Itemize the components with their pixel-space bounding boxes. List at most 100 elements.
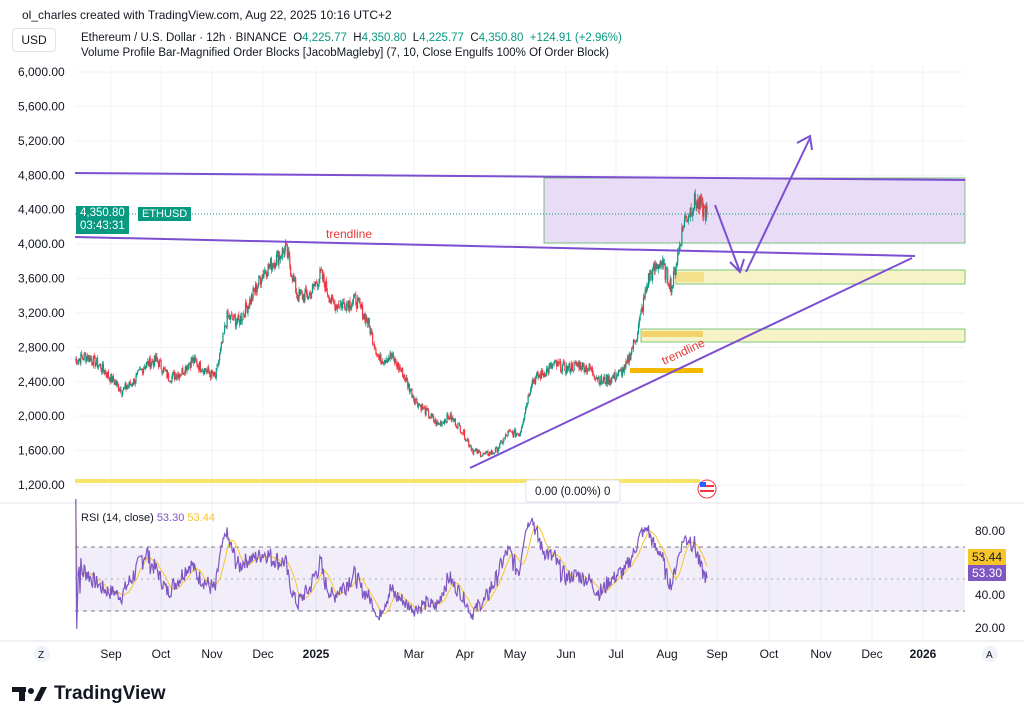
candle — [392, 351, 394, 359]
currency-button[interactable]: USD — [12, 28, 56, 52]
candle — [379, 351, 381, 362]
candle — [198, 361, 201, 373]
auto-scale-button-bg[interactable] — [982, 646, 998, 662]
candle — [244, 314, 246, 319]
up-arrow[interactable] — [745, 137, 811, 273]
candle — [289, 252, 291, 270]
horizontal-resistance-line[interactable] — [74, 172, 966, 181]
candle — [205, 367, 207, 375]
candle — [586, 368, 589, 375]
candle — [454, 417, 456, 427]
candle — [330, 298, 332, 305]
candle — [687, 219, 689, 223]
candle — [96, 355, 99, 370]
candle — [506, 435, 508, 438]
candle — [537, 370, 539, 381]
candle — [556, 360, 558, 367]
candle — [495, 445, 497, 449]
candle — [367, 317, 370, 328]
candle — [168, 372, 170, 382]
indicator-legend[interactable]: Volume Profile Bar-Magnified Order Block… — [81, 47, 609, 59]
candle — [236, 317, 238, 326]
candle — [80, 351, 82, 367]
candle — [248, 303, 250, 310]
candle — [144, 365, 146, 371]
candle — [608, 374, 610, 386]
candle — [489, 451, 492, 455]
candle — [466, 437, 468, 442]
candle — [386, 356, 388, 363]
candle — [543, 370, 545, 378]
candle — [86, 353, 89, 362]
candle — [199, 360, 201, 374]
candle — [583, 362, 585, 373]
candle — [264, 266, 266, 274]
candle — [339, 299, 341, 310]
candle — [97, 364, 100, 370]
candle — [554, 359, 556, 365]
upper-trendline[interactable] — [74, 236, 916, 257]
candle — [249, 297, 252, 306]
candle — [392, 351, 395, 361]
candle — [310, 292, 313, 299]
candle — [183, 370, 186, 377]
candle — [112, 376, 114, 384]
candle — [351, 302, 353, 311]
candle — [408, 383, 410, 395]
candle — [577, 360, 579, 368]
candle — [693, 207, 695, 216]
candle — [162, 370, 164, 376]
candle — [184, 364, 186, 376]
candle — [100, 362, 102, 373]
auto-zoom-button[interactable]: Z — [38, 650, 44, 661]
down-arrow[interactable] — [714, 204, 741, 273]
order-block-zone[interactable] — [675, 269, 966, 285]
candle — [402, 367, 404, 378]
candle — [569, 361, 571, 374]
candle — [151, 358, 153, 367]
candle — [671, 285, 673, 296]
auto-scale-button[interactable]: A — [986, 650, 993, 661]
candle — [256, 285, 258, 296]
candle — [520, 426, 523, 433]
candle — [374, 344, 376, 350]
us-flag-icon[interactable] — [697, 479, 717, 499]
resistance-zone[interactable] — [543, 177, 966, 244]
candle — [275, 250, 278, 267]
candle — [574, 361, 576, 364]
candle — [446, 412, 448, 424]
candle — [609, 379, 611, 387]
candle — [299, 289, 301, 296]
candle — [310, 290, 312, 300]
candle — [135, 372, 137, 385]
candle — [234, 313, 236, 319]
x-tick-label: Sep — [100, 647, 122, 661]
tradingview-logo[interactable]: TradingView — [12, 683, 166, 705]
candle — [295, 287, 298, 299]
candle — [222, 332, 224, 344]
candle — [627, 354, 630, 365]
log-scale-button-bg[interactable] — [34, 646, 50, 662]
candle — [134, 379, 136, 387]
y-tick-label: 1,200.00 — [18, 478, 65, 492]
candle — [632, 338, 635, 352]
candle — [164, 366, 166, 372]
candle — [683, 214, 686, 229]
candle — [680, 243, 682, 247]
candle — [626, 360, 628, 364]
candle — [218, 359, 220, 368]
candle — [682, 225, 684, 233]
symbol-name: Ethereum / U.S. Dollar · 12h · BINANCE — [81, 32, 287, 44]
rsi-legend[interactable]: RSI (14, close) 53.30 53.44 — [81, 512, 215, 524]
candle — [613, 371, 615, 380]
candle — [229, 312, 231, 320]
candle — [607, 373, 609, 385]
lower-trendline[interactable] — [469, 257, 913, 469]
candle — [234, 313, 237, 331]
y-tick-label: 1,600.00 — [18, 444, 65, 458]
y-tick-label: 4,800.00 — [18, 168, 65, 182]
candle — [233, 313, 235, 321]
candle — [397, 362, 400, 373]
candle — [348, 300, 350, 313]
